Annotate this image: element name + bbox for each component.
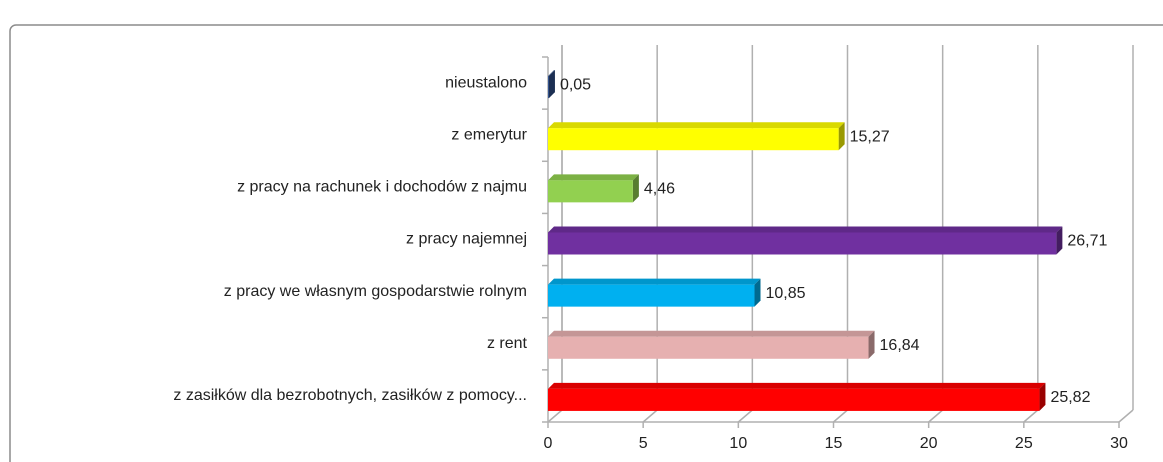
bar (548, 388, 1040, 411)
data-label: 15,27 (850, 128, 890, 145)
y-tick-label: nieustalono (445, 74, 527, 91)
x-tick-label: 20 (920, 435, 938, 452)
bar-end (548, 70, 555, 99)
data-label: 0,05 (560, 76, 591, 93)
data-label: 16,84 (880, 337, 920, 354)
grid-line (642, 409, 658, 423)
bar-end (1039, 382, 1046, 411)
y-tick-label: z rent (487, 335, 528, 352)
bar (548, 76, 549, 99)
bar (548, 128, 839, 151)
data-label: 10,85 (766, 285, 806, 302)
x-tick-label: 0 (544, 435, 553, 452)
x-tick-label: 30 (1110, 435, 1128, 452)
bar-top (548, 174, 639, 181)
x-tick-label: 10 (729, 435, 747, 452)
bar-top (548, 278, 761, 285)
y-tick-label: z pracy najemnej (406, 231, 527, 248)
bar-top (548, 122, 845, 129)
bar (548, 336, 869, 359)
bar-top (548, 382, 1046, 389)
y-tick-label: z emerytur (451, 126, 527, 143)
bar (548, 232, 1057, 255)
bar-end (838, 122, 845, 151)
bar (548, 180, 633, 203)
grid-line (1023, 409, 1039, 423)
x-tick-label: 5 (639, 435, 648, 452)
data-label: 4,46 (644, 181, 675, 198)
data-label: 25,82 (1050, 389, 1090, 406)
y-tick-label: z pracy we własnym gospodarstwie rolnym (224, 283, 527, 300)
bar-end (868, 330, 875, 359)
grid-line (833, 409, 848, 423)
x-tick-label: 15 (825, 435, 843, 452)
bar-end (632, 174, 639, 203)
y-tick-label: z zasiłków dla bezrobotnych, zasiłków z … (173, 387, 527, 404)
bar-top (548, 330, 875, 337)
y-tick-label: z pracy na rachunek i dochodów z najmu (237, 179, 527, 196)
grid-line (737, 409, 753, 423)
x-tick-label: 25 (1015, 435, 1033, 452)
bar-top (548, 226, 1063, 233)
grid-line (928, 409, 944, 423)
bar-end (1056, 226, 1063, 255)
grid-line (547, 409, 563, 423)
grid-line (1118, 409, 1134, 423)
bar (548, 284, 755, 307)
bar-end (754, 278, 761, 307)
data-label: 26,71 (1067, 233, 1107, 250)
bar-top (548, 70, 555, 77)
